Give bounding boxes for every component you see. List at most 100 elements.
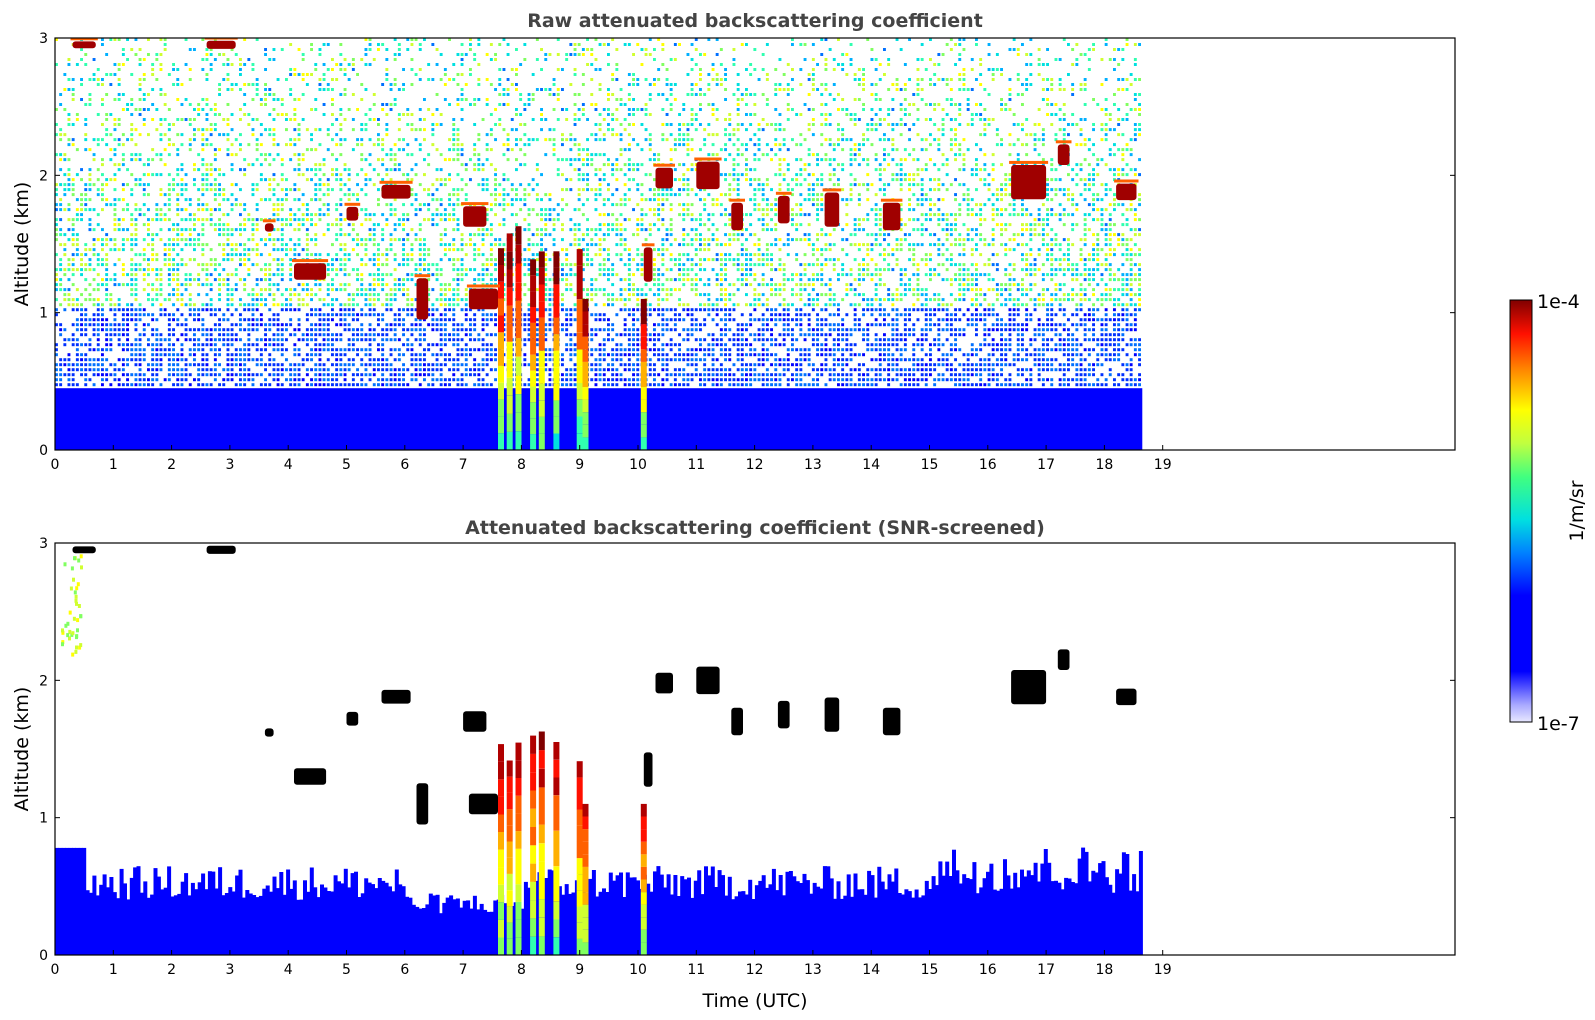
backscatter-cell (364, 113, 368, 116)
backscatter-cell (126, 308, 129, 312)
backscatter-cell (565, 273, 569, 277)
backscatter-cell (289, 158, 293, 162)
backscatter-cell (305, 238, 309, 242)
backscatter-cell (176, 298, 180, 302)
backscatter-cell (314, 328, 318, 332)
backscatter-cell (218, 93, 221, 96)
backscatter-cell (259, 298, 263, 302)
backscatter-cell (452, 368, 456, 372)
backscatter-cell (594, 383, 598, 387)
backscatter-cell (619, 333, 623, 337)
backscatter-cell (331, 288, 334, 292)
backscatter-cell (368, 343, 372, 347)
backscatter-cell (184, 183, 188, 187)
backscatter-cell (272, 133, 276, 137)
backscatter-cell (360, 153, 364, 157)
backscatter-cell (456, 173, 460, 177)
backscatter-cell (138, 383, 142, 387)
backscatter-cell (397, 378, 401, 382)
backscatter-cell (272, 128, 276, 132)
backscatter-cell (427, 108, 431, 111)
backscatter-cell (414, 73, 418, 76)
backscatter-cell (310, 218, 313, 222)
backscatter-cell (209, 348, 213, 352)
backscatter-cell (305, 248, 309, 252)
backscatter-cell (193, 333, 196, 337)
backscatter-cell (134, 363, 138, 367)
backscatter-cell (305, 218, 309, 222)
backscatter-cell (602, 223, 606, 227)
backscatter-cell (239, 373, 242, 377)
backscatter-cell (439, 258, 443, 262)
backscatter-cell (193, 378, 196, 382)
backscatter-cell (297, 208, 301, 212)
backscatter-cell (586, 198, 589, 202)
backscatter-cell (251, 118, 255, 121)
backscatter-cell (435, 358, 439, 362)
backscatter-cell (280, 243, 284, 247)
backscatter-cell (201, 253, 205, 257)
backscatter-cell (636, 343, 640, 347)
backscatter-cell (201, 283, 205, 287)
backscatter-cell (389, 353, 393, 357)
backscatter-cell (364, 313, 368, 317)
backscatter-cell (276, 348, 280, 352)
backscatter-cell (607, 353, 610, 357)
backscatter-cell (523, 323, 527, 327)
backscatter-cell (377, 298, 380, 302)
backscatter-cell (523, 318, 527, 322)
backscatter-cell (581, 233, 585, 237)
backscatter-cell (318, 283, 322, 287)
backscatter-cell (615, 243, 619, 247)
backscatter-cell (485, 353, 489, 357)
backscatter-cell (243, 383, 247, 387)
backscatter-cell (489, 253, 493, 257)
backscatter-cell (147, 108, 150, 111)
backscatter-cell (67, 368, 71, 372)
backscatter-cell (439, 368, 443, 372)
backscatter-cell (427, 323, 431, 327)
backscatter-cell (594, 228, 598, 232)
backscatter-cell (180, 333, 184, 337)
backscatter-cell (619, 228, 623, 232)
backscatter-cell (280, 363, 284, 367)
backscatter-cell (464, 253, 468, 257)
backscatter-cell (138, 358, 142, 362)
backscatter-cell (351, 303, 355, 307)
backscatter-cell (322, 63, 326, 66)
backscatter-cell (607, 128, 610, 132)
backscatter-cell (222, 133, 226, 137)
backscatter-cell (314, 253, 318, 257)
backscatter-cell (456, 353, 460, 357)
backscatter-cell (101, 163, 104, 167)
backscatter-cell (489, 343, 493, 347)
backscatter-cell (535, 163, 539, 167)
backscatter-cell (201, 248, 205, 252)
backscatter-cell (289, 208, 293, 212)
backscatter-cell (410, 188, 414, 192)
backscatter-cell (138, 348, 142, 352)
backscatter-cell (381, 108, 385, 111)
backscatter-cell (372, 238, 376, 242)
backscatter-cell (356, 313, 359, 317)
backscatter-cell (377, 323, 380, 327)
backscatter-cell (314, 313, 318, 317)
backscatter-cell (322, 203, 326, 207)
backscatter-cell (159, 358, 163, 362)
backscatter-cell (272, 363, 276, 367)
backscatter-cell (632, 308, 635, 312)
backscatter-cell (167, 273, 171, 277)
backscatter-cell (611, 358, 615, 362)
backscatter-cell (561, 88, 564, 91)
backscatter-cell (356, 238, 359, 242)
backscatter-cell (598, 68, 602, 71)
backscatter-cell (193, 228, 196, 232)
backscatter-cell (368, 298, 372, 302)
backscatter-cell (71, 378, 75, 382)
backscatter-cell (636, 78, 640, 81)
backscatter-cell (477, 158, 481, 162)
backscatter-cell (84, 383, 88, 387)
backscatter-cell (113, 368, 117, 372)
backscatter-cell (573, 373, 577, 377)
backscatter-cell (138, 178, 142, 182)
